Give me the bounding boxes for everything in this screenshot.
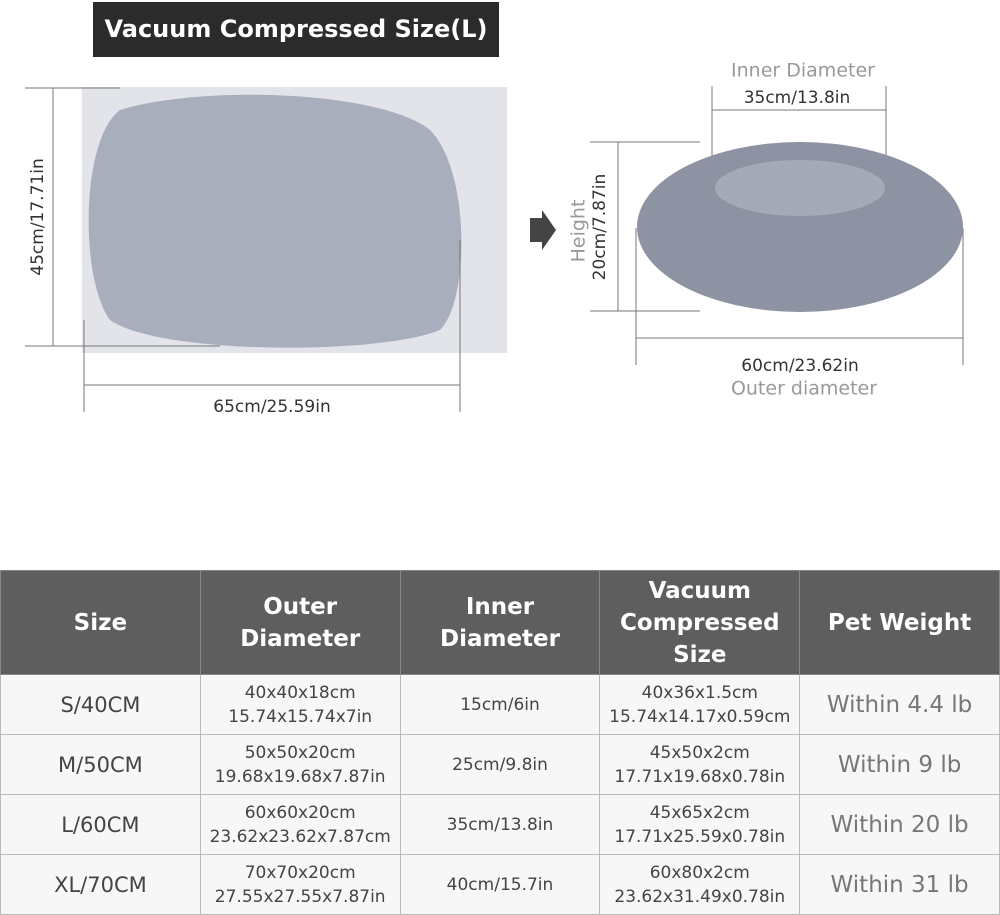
cell: 70x70x20cm 27.55x27.55x7.87in (199, 854, 401, 915)
header-cell: Vacuum Compressed Size (599, 570, 801, 675)
cell-line: Inner (465, 593, 535, 620)
cell: Within 4.4 lb (799, 674, 1000, 735)
cell: Within 31 lb (799, 854, 1000, 915)
cell-line: Diameter (439, 625, 560, 652)
header-cell: Size (0, 570, 201, 675)
cell-line: Pet Weight (827, 609, 972, 636)
cell-line: Within 20 lb (830, 811, 969, 838)
cell: M/50CM (0, 734, 201, 795)
title-box (93, 2, 499, 57)
cell-line: 45x65x2cm (649, 802, 750, 823)
cell: 35cm/13.8in (399, 794, 601, 855)
illustration: Vacuum Compressed Size(L) 45cm/17.71in 6… (25, 2, 964, 417)
cell-line: 19.68x19.68x7.87in (214, 766, 386, 787)
inner-label: Inner Diameter (731, 60, 875, 82)
cell: 45x50x2cm 17.71x19.68x0.78in (599, 734, 801, 795)
cell-line: Within 9 lb (837, 751, 962, 778)
cell-line: 40x36x1.5cm (641, 682, 758, 703)
cell-line: Within 4.4 lb (826, 691, 973, 718)
cell-line: Outer (263, 593, 338, 620)
arrow (530, 210, 556, 250)
cell-line: Compressed (620, 609, 780, 636)
height-title: Height (568, 200, 590, 263)
cell-line: 17.71x19.68x0.78in (614, 766, 786, 787)
bed-inner (715, 160, 885, 216)
cell: XL/70CM (0, 854, 201, 915)
row: XL/70CM 70x70x20cm 27.55x27.55x7.87in 40cm/… (0, 854, 1000, 915)
height-label: 45cm/17.71in (28, 158, 48, 275)
header-cell: Inner Diameter (399, 570, 601, 675)
cell-line: 40cm/15.7in (446, 874, 554, 895)
cell-line: S/40CM (60, 692, 141, 717)
cell-line: 15.74x14.17x0.59cm (609, 706, 791, 727)
cell-line: 23.62x31.49x0.78in (614, 886, 786, 907)
size-table: Size Outer Diameter Inner Diameter Vacuum Comp… (0, 570, 1000, 915)
cell: 60x60x20cm 23.62x23.62x7.87cm (199, 794, 401, 855)
cell: 60x80x2cm 23.62x31.49x0.78in (599, 854, 801, 915)
cell-line: 17.71x25.59x0.78in (614, 826, 786, 847)
cell: 40x40x18cm 15.74x15.74x7in (199, 674, 401, 735)
cell-line: Diameter (240, 625, 361, 652)
cell-line: 25cm/9.8in (452, 754, 548, 775)
cell-line: 70x70x20cm (244, 862, 356, 883)
cell-line: Within 31 lb (830, 871, 969, 898)
cell-line: 35cm/13.8in (446, 814, 554, 835)
header-cell: Outer Diameter (199, 570, 401, 675)
cell: Within 9 lb (799, 734, 1000, 795)
cell-line: 50x50x20cm (244, 742, 356, 763)
cell: S/40CM (0, 674, 201, 735)
cell-line: Vacuum (648, 577, 751, 604)
cell: 25cm/9.8in (399, 734, 601, 795)
bed-height: 20cm/7.87in (590, 174, 610, 281)
compressed-bed (88, 94, 462, 348)
cell-line: L/60CM (61, 812, 140, 837)
cell: 45x65x2cm 17.71x25.59x0.78in (599, 794, 801, 855)
inner-value: 35cm/13.8in (744, 88, 851, 108)
cell-line: XL/70CM (54, 872, 147, 897)
cell-line: 45x50x2cm (649, 742, 750, 763)
cell: L/60CM (0, 794, 201, 855)
cell-line: 23.62x23.62x7.87cm (209, 826, 391, 847)
cell: 15cm/6in (399, 674, 601, 735)
row: M/50CM 50x50x20cm 19.68x19.68x7.87in 25cm/9… (0, 734, 1000, 795)
header-cell: Pet Weight (799, 570, 1000, 675)
cell-line: 27.55x27.55x7.87in (214, 886, 386, 907)
title: Vacuum Compressed Size(L) (105, 15, 488, 43)
cell: 40x36x1.5cm 15.74x14.17x0.59cm (599, 674, 801, 735)
outer-value: 60cm/23.62in (741, 356, 858, 376)
cell: Within 20 lb (799, 794, 1000, 855)
cell: 40cm/15.7in (399, 854, 601, 915)
row: L/60CM 60x60x20cm 23.62x23.62x7.87cm 35cm/1… (0, 794, 1000, 855)
width-label: 65cm/25.59in (213, 397, 330, 417)
cell: 50x50x20cm 19.68x19.68x7.87in (199, 734, 401, 795)
cell-line: 40x40x18cm (244, 682, 356, 703)
cell-line: Size (73, 609, 128, 636)
outer-label: Outer diameter (731, 378, 877, 400)
cell-line: 60x60x20cm (244, 802, 356, 823)
cell-line: 15.74x15.74x7in (228, 706, 373, 727)
cell-line: M/50CM (58, 752, 143, 777)
cell-line: 15cm/6in (460, 694, 540, 715)
cell-line: Size (673, 641, 727, 668)
row: S/40CM 40x40x18cm 15.74x15.74x7in 15cm/6in 4… (0, 674, 1000, 735)
cell-line: 60x80x2cm (649, 862, 750, 883)
